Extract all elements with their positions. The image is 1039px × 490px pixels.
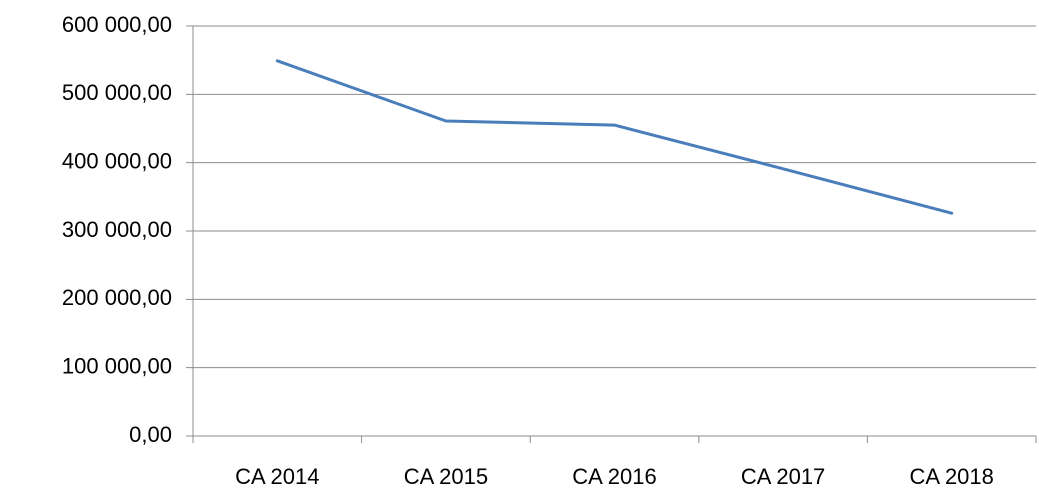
x-tick-label: CA 2017 — [741, 464, 825, 489]
x-tick-label: CA 2016 — [572, 464, 656, 489]
y-tick-label: 400 000,00 — [62, 148, 172, 173]
x-tick-label: CA 2018 — [909, 464, 993, 489]
y-tick-label: 600 000,00 — [62, 12, 172, 37]
x-tick-label: CA 2014 — [235, 464, 319, 489]
x-tick-label: CA 2015 — [404, 464, 488, 489]
y-tick-label: 300 000,00 — [62, 217, 172, 242]
y-tick-label: 500 000,00 — [62, 80, 172, 105]
y-tick-label: 100 000,00 — [62, 353, 172, 378]
y-tick-label: 0,00 — [129, 422, 172, 447]
line-series — [275, 59, 954, 215]
y-tick-label: 200 000,00 — [62, 285, 172, 310]
